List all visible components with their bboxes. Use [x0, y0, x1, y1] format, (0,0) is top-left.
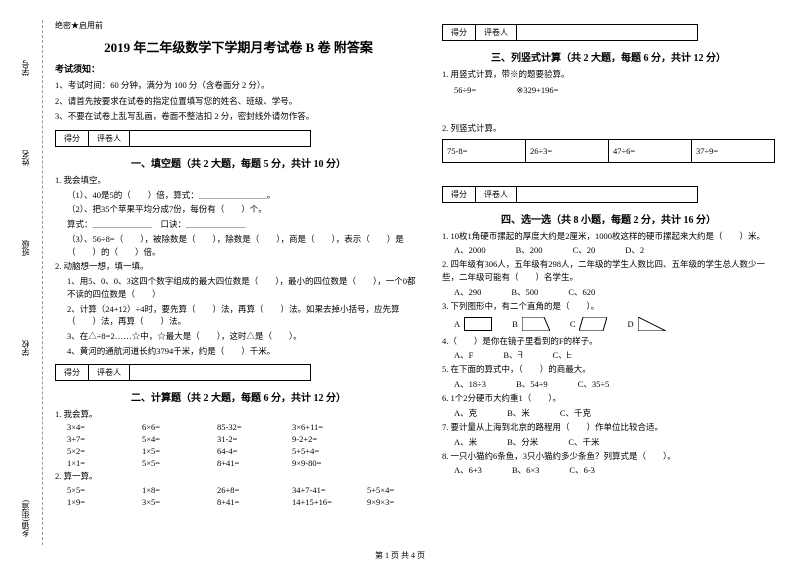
- q2: 2. 动脑想一想，填一填。: [55, 260, 422, 273]
- margin-label-class: 班级: [20, 240, 31, 256]
- secret-label: 绝密★启用前: [55, 20, 422, 31]
- notice-heading: 考试须知：: [55, 62, 422, 75]
- score-blank-2: [130, 365, 310, 380]
- vert-calc-row: 56÷9= ※329+196=: [442, 85, 775, 96]
- s3-q2: 2. 列竖式计算。: [442, 122, 775, 135]
- calc-r5: 5×5=1×8=26+8=34+7-41=5+5×4=: [55, 485, 422, 495]
- s4-q7: 7. 要计量从上海到北京的路程用（ ）作单位比较合适。: [442, 421, 775, 434]
- margin-label-id: 学号: [20, 60, 31, 76]
- cell-4: 37÷9=: [692, 140, 774, 162]
- section-1-title: 一、填空题（共 2 大题，每题 5 分，共计 10 分）: [55, 155, 422, 170]
- calc-r3: 5×2=1×5=64-4=5+5+4=: [55, 446, 422, 456]
- shape-options: A B C D: [442, 317, 775, 331]
- score-blank: [130, 131, 310, 146]
- q2-1: 1、用5、0、0、3这四个数字组成的最大四位数是（ ），最小的四位数是（ ），一…: [55, 275, 422, 301]
- q1-2: （2）、把35个苹果平均分成7份，每份有（ ）个。: [55, 203, 422, 216]
- notice-3: 3、不要在试卷上乱写乱画，卷面不整洁扣 2 分，密封线外请勿作答。: [55, 110, 422, 124]
- grader-label: 评卷人: [89, 131, 130, 146]
- score-blank-4: [517, 187, 697, 202]
- right-column: 得分 评卷人 三、列竖式计算（共 2 大题，每题 6 分，共计 12 分） 1.…: [432, 20, 785, 555]
- page-footer: 第 1 页 共 4 页: [0, 550, 800, 561]
- grader-label-3: 评卷人: [476, 25, 517, 40]
- section-4-title: 四、选一选（共 8 小题，每题 2 分，共计 16 分）: [442, 211, 775, 226]
- margin-label-school: 学校: [20, 340, 31, 356]
- s4-q1-opts: A、2000B、200C、20D、2: [442, 244, 775, 256]
- page-container: 绝密★启用前 2019 年二年级数学下学期月考试卷 B 卷 附答案 考试须知： …: [0, 0, 800, 565]
- rectangle-icon: [464, 317, 492, 331]
- margin-label-town: 乡镇(街道): [20, 500, 31, 537]
- q2-2: 2、计算（24+12）÷4时，要先算（ ）法，再算（ ）法。如果去掉小括号，应先…: [55, 303, 422, 329]
- s4-q6: 6. 1个2分硬币大约重1（ ）。: [442, 392, 775, 405]
- s3-q1: 1. 用竖式计算，带※的题要验算。: [442, 68, 775, 81]
- section-2-title: 二、计算题（共 2 大题，每题 6 分，共计 12 分）: [55, 389, 422, 404]
- score-box-1: 得分 评卷人: [55, 130, 311, 147]
- vc2: ※329+196=: [516, 85, 558, 96]
- s4-q5-opts: A、18÷3B、54÷9C、35÷5: [442, 378, 775, 390]
- calc-r6: 1×9=3×5=8+41=14+15+16=9×9×3=: [55, 497, 422, 507]
- cell-3: 47÷6=: [609, 140, 692, 162]
- margin-label-name: 姓名: [20, 150, 31, 166]
- score-label-2: 得分: [56, 365, 89, 380]
- s4-q8-opts: A、6+3B、6×3C、6-3: [442, 464, 775, 476]
- trapezoid-icon: [522, 317, 550, 331]
- s4-q2-opts: A、290B、500C、620: [442, 286, 775, 298]
- calc-r2: 3+7=5×4=31-2=9-2+2=: [55, 434, 422, 444]
- s4-q3: 3. 下列图形中，有二个直角的是（ ）。: [442, 300, 775, 313]
- grader-label-2: 评卷人: [89, 365, 130, 380]
- score-box-4: 得分 评卷人: [442, 186, 698, 203]
- calc-table: 75-8= 26÷3= 47÷6= 37÷9=: [442, 139, 775, 163]
- calc-r4: 1×1=5×5=8+41=9×9-80=: [55, 458, 422, 468]
- s4-q4-opts: A、FB、ᖷC、ᖶ: [442, 349, 775, 361]
- s4-q6-opts: A、克B、米C、千克: [442, 407, 775, 419]
- section-3-title: 三、列竖式计算（共 2 大题，每题 6 分，共计 12 分）: [442, 49, 775, 64]
- vc1: 56÷9=: [454, 85, 476, 96]
- left-column: 绝密★启用前 2019 年二年级数学下学期月考试卷 B 卷 附答案 考试须知： …: [45, 20, 432, 555]
- s4-q5: 5. 在下面的算式中，（ ）的商最大。: [442, 363, 775, 376]
- s4-q7-opts: A、米B、分米C、千米: [442, 436, 775, 448]
- s4-q2: 2. 四年级有306人，五年级有298人，二年级的学生人数比四、五年级的学生总人…: [442, 258, 775, 284]
- notice-2: 2、请首先按要求在试卷的指定位置填写您的姓名、班级、学号。: [55, 95, 422, 109]
- score-label-3: 得分: [443, 25, 476, 40]
- score-box-2: 得分 评卷人: [55, 364, 311, 381]
- parallelogram-icon: [579, 317, 607, 331]
- calc-r1: 3×4=6×6=85-32=3×6+11=: [55, 422, 422, 432]
- q1-2b: 算式：＿＿＿＿＿＿＿ 口诀：＿＿＿＿＿＿＿: [55, 218, 422, 231]
- notice-1: 1、考试时间：60 分钟，满分为 100 分（含卷面分 2 分）。: [55, 79, 422, 93]
- score-label-4: 得分: [443, 187, 476, 202]
- q1-3: （3）、56÷8=（ ），被除数是（ ），除数是（ ），商是（ ），表示（ ）是…: [55, 233, 422, 259]
- s2-q1: 1. 我会算。: [55, 408, 422, 421]
- score-label: 得分: [56, 131, 89, 146]
- triangle-icon: [638, 317, 666, 331]
- q1: 1. 我会填空。: [55, 174, 422, 187]
- binding-margin: 学号 姓名 班级 学校 乡镇(街道): [8, 20, 43, 545]
- q2-4: 4、黄河的通航河道长约3794千米，约是（ ）千米。: [55, 345, 422, 358]
- score-box-3: 得分 评卷人: [442, 24, 698, 41]
- s4-q8: 8. 一只小猫约6条鱼，3只小猫约多少条鱼？列算式是（ ）。: [442, 450, 775, 463]
- cell-2: 26÷3=: [526, 140, 609, 162]
- s4-q1: 1. 10枚1角硬币摞起的厚度大约是2厘米，1000枚这样的硬币摞起来大约是（ …: [442, 230, 775, 243]
- q2-3: 3、在△÷8=2……☆中，☆最大是（ ），这时△是（ ）。: [55, 330, 422, 343]
- s4-q4: 4.（ ）是你在镜子里看到的F的样子。: [442, 335, 775, 348]
- grader-label-4: 评卷人: [476, 187, 517, 202]
- exam-title: 2019 年二年级数学下学期月考试卷 B 卷 附答案: [55, 37, 422, 56]
- s2-q2: 2. 算一算。: [55, 470, 422, 483]
- score-blank-3: [517, 25, 697, 40]
- q1-1: （1）、40是5的（ ）倍，算式：＿＿＿＿＿＿＿＿。: [55, 189, 422, 202]
- cell-1: 75-8=: [443, 140, 526, 162]
